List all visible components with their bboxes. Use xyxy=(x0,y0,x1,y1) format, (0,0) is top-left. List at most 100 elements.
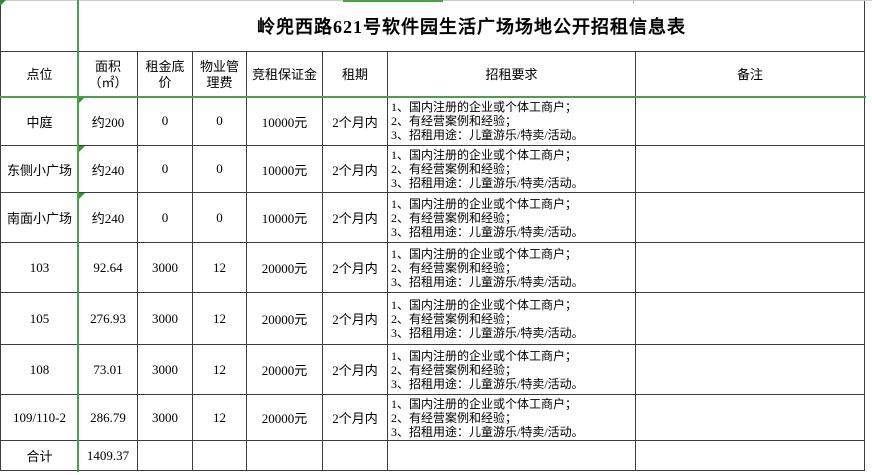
header-remarks[interactable]: 备注 xyxy=(636,52,865,97)
cell-spot[interactable]: 中庭 xyxy=(1,97,79,145)
cell-area[interactable]: 92.64 xyxy=(79,243,138,292)
header-term[interactable]: 租期 xyxy=(323,52,388,97)
requirement-line: 2、有经营案例和经验； xyxy=(391,162,518,176)
header-property-fee[interactable]: 物业管 理费 xyxy=(193,52,247,97)
table-row: 109/110-2 286.79 3000 12 20000元 2个月内 1、国内注册的企业… xyxy=(1,395,865,441)
cell-property-fee[interactable]: 0 xyxy=(193,146,247,192)
cell-property-fee[interactable]: 12 xyxy=(193,345,247,394)
cell-area[interactable]: 286.79 xyxy=(79,395,138,440)
cell-deposit[interactable]: 20000元 xyxy=(247,395,323,440)
requirement-line: 3、招租用途：儿童游乐/特卖/活动。 xyxy=(391,128,584,142)
cell-remarks[interactable] xyxy=(636,395,865,440)
header-area[interactable]: 面积 （㎡） xyxy=(79,52,138,97)
cell-base-rent[interactable]: 0 xyxy=(138,146,193,192)
cell-area[interactable]: 约200 xyxy=(79,97,138,145)
cell-requirements[interactable]: 1、国内注册的企业或个体工商户； 2、有经营案例和经验； 3、招租用途：儿童游乐/特… xyxy=(388,395,636,440)
cell-deposit[interactable]: 20000元 xyxy=(247,243,323,292)
cell-deposit[interactable]: 10000元 xyxy=(247,146,323,192)
requirement-line: 2、有经营案例和经验； xyxy=(391,311,518,326)
cell-area[interactable]: 73.01 xyxy=(79,345,138,394)
cell-empty[interactable] xyxy=(388,441,636,470)
cell-term[interactable]: 2个月内 xyxy=(323,146,388,192)
title-row: 岭兜西路621号软件园生活广场场地公开招租信息表 xyxy=(1,1,865,52)
cell-remarks[interactable] xyxy=(636,146,865,192)
requirement-line: 2、有经营案例和经验； xyxy=(391,410,518,425)
requirement-line: 3、招租用途：儿童游乐/特卖/活动。 xyxy=(391,325,584,340)
cell-term[interactable]: 2个月内 xyxy=(323,193,388,242)
column-boundary-tick xyxy=(633,0,634,4)
cell-spot[interactable]: 103 xyxy=(1,243,79,292)
cell-remarks[interactable] xyxy=(636,243,865,292)
cell-spot[interactable]: 105 xyxy=(1,293,79,344)
cell-term[interactable]: 2个月内 xyxy=(323,395,388,440)
cell-deposit[interactable]: 10000元 xyxy=(247,97,323,145)
cell-term[interactable]: 2个月内 xyxy=(323,345,388,394)
cell-base-rent[interactable]: 3000 xyxy=(138,345,193,394)
cell-term[interactable]: 2个月内 xyxy=(323,293,388,344)
cell-area[interactable]: 约240 xyxy=(79,146,138,192)
requirement-line: 3、招租用途：儿童游乐/特卖/活动。 xyxy=(391,224,584,239)
cell-remarks[interactable] xyxy=(636,97,865,145)
requirement-line: 1、国内注册的企业或个体工商户； xyxy=(391,396,578,411)
cell-deposit[interactable]: 20000元 xyxy=(247,293,323,344)
sheet-title[interactable]: 岭兜西路621号软件园生活广场场地公开招租信息表 xyxy=(79,1,865,51)
text-format-error-indicator xyxy=(79,146,85,152)
cell-empty[interactable] xyxy=(247,441,323,470)
cell-spot[interactable]: 东侧小广场 xyxy=(1,146,79,192)
requirement-line: 1、国内注册的企业或个体工商户； xyxy=(391,246,578,261)
cell-a1-empty[interactable] xyxy=(1,1,79,51)
cell-term[interactable]: 2个月内 xyxy=(323,97,388,145)
freeze-pane-vertical-line xyxy=(77,0,79,472)
table-row: 东侧小广场 约240 0 0 10000元 2个月内 1、国内注册的企业或个体工商户； 2、有… xyxy=(1,146,865,193)
cell-area[interactable]: 276.93 xyxy=(79,293,138,344)
cell-empty[interactable] xyxy=(636,441,865,470)
cell-base-rent[interactable]: 3000 xyxy=(138,395,193,440)
cell-deposit[interactable]: 20000元 xyxy=(247,345,323,394)
requirement-line: 1、国内注册的企业或个体工商户； xyxy=(391,148,578,162)
cell-property-fee[interactable]: 0 xyxy=(193,97,247,145)
cell-area[interactable]: 约240 xyxy=(79,193,138,242)
cell-property-fee[interactable]: 12 xyxy=(193,293,247,344)
cell-base-rent[interactable]: 3000 xyxy=(138,293,193,344)
cell-empty[interactable] xyxy=(193,441,247,470)
cell-requirements[interactable]: 1、国内注册的企业或个体工商户； 2、有经营案例和经验； 3、招租用途：儿童游乐/特… xyxy=(388,146,636,192)
cell-spot[interactable]: 南面小广场 xyxy=(1,193,79,242)
table-row: 中庭 约200 0 0 10000元 2个月内 1、国内注册的企业或个体工商户； 2、有经营案… xyxy=(1,97,865,146)
text-format-error-indicator xyxy=(79,97,85,103)
cell-remarks[interactable] xyxy=(636,345,865,394)
cell-property-fee[interactable]: 0 xyxy=(193,193,247,242)
header-base-rent[interactable]: 租金底 价 xyxy=(138,52,193,97)
cell-spot[interactable]: 109/110-2 xyxy=(1,395,79,440)
cell-remarks[interactable] xyxy=(636,293,865,344)
header-requirements[interactable]: 招租要求 xyxy=(388,52,636,97)
cell-area-total[interactable]: 1409.37 xyxy=(79,441,138,470)
cell-base-rent[interactable]: 0 xyxy=(138,97,193,145)
requirement-line: 2、有经营案例和经验； xyxy=(391,114,518,128)
cell-requirements[interactable]: 1、国内注册的企业或个体工商户； 2、有经营案例和经验； 3、招租用途：儿童游乐/特… xyxy=(388,293,636,344)
cell-requirements[interactable]: 1、国内注册的企业或个体工商户； 2、有经营案例和经验； 3、招租用途：儿童游乐/特… xyxy=(388,345,636,394)
cell-property-fee[interactable]: 12 xyxy=(193,243,247,292)
requirement-line: 3、招租用途：儿童游乐/特卖/活动。 xyxy=(391,376,584,391)
cell-base-rent[interactable]: 0 xyxy=(138,193,193,242)
cell-remarks[interactable] xyxy=(636,193,865,242)
header-spot[interactable]: 点位 xyxy=(1,52,79,97)
cell-requirements[interactable]: 1、国内注册的企业或个体工商户； 2、有经营案例和经验； 3、招租用途：儿童游乐/特… xyxy=(388,97,636,145)
requirement-line: 1、国内注册的企业或个体工商户； xyxy=(391,297,578,312)
cell-property-fee[interactable]: 12 xyxy=(193,395,247,440)
requirement-line: 3、招租用途：儿童游乐/特卖/活动。 xyxy=(391,274,584,289)
requirement-line: 3、招租用途：儿童游乐/特卖/活动。 xyxy=(391,176,584,190)
cell-requirements[interactable]: 1、国内注册的企业或个体工商户； 2、有经营案例和经验； 3、招租用途：儿童游乐/特… xyxy=(388,193,636,242)
total-row: 合计 1409.37 xyxy=(1,441,865,471)
cell-requirements[interactable]: 1、国内注册的企业或个体工商户； 2、有经营案例和经验； 3、招租用途：儿童游乐/特… xyxy=(388,243,636,292)
cell-base-rent[interactable]: 3000 xyxy=(138,243,193,292)
cell-empty[interactable] xyxy=(138,441,193,470)
cell-term[interactable]: 2个月内 xyxy=(323,243,388,292)
freeze-pane-horizontal-line xyxy=(0,96,866,98)
header-deposit[interactable]: 竞租保证金 xyxy=(247,52,323,97)
header-row: 点位 面积 （㎡） 租金底 价物业管 理费 竞租保证金 租期 招租要求 备注 xyxy=(1,52,865,97)
cell-empty[interactable] xyxy=(323,441,388,470)
cell-deposit[interactable]: 10000元 xyxy=(247,193,323,242)
cell-spot[interactable]: 108 xyxy=(1,345,79,394)
cell-total-label[interactable]: 合计 xyxy=(1,441,79,470)
